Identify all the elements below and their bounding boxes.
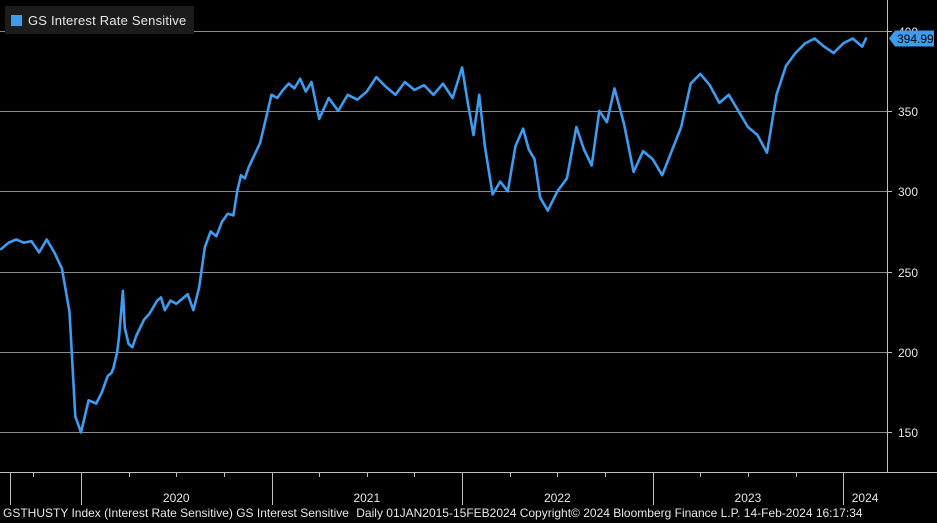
x-tick-label-2024: 2024 — [852, 491, 879, 505]
last-value-tag — [889, 30, 934, 47]
chart-footer: GSTHUSTY Index (Interest Rate Sensitive)… — [3, 506, 937, 520]
y-tick-label-150: 150 — [898, 426, 918, 440]
footer-info: Daily 01JAN2015-15FEB2024 Copyright© 202… — [356, 506, 863, 520]
x-tick-label-2020: 2020 — [163, 491, 190, 505]
y-tick-label-200: 200 — [898, 346, 918, 360]
x-tick-label-2023: 2023 — [735, 491, 762, 505]
legend-label: GS Interest Rate Sensitive — [28, 12, 187, 28]
footer-ticker: GSTHUSTY Index (Interest Rate Sensitive)… — [3, 506, 349, 520]
x-axis: 2020 2021 2022 2023 2024 — [0, 472, 937, 505]
series-layer — [0, 37, 868, 434]
x-tick-label-2022: 2022 — [544, 491, 571, 505]
last-value-marker: 394.99 — [889, 30, 934, 47]
chart-legend: GS Interest Rate Sensitive — [5, 6, 195, 34]
gridlines — [0, 31, 887, 433]
x-tick-label-2021: 2021 — [353, 491, 380, 505]
y-tick-label-300: 300 — [898, 185, 918, 199]
y-tick-label-350: 350 — [898, 105, 918, 119]
legend-swatch — [11, 14, 22, 26]
y-axis: 150200250300350400 — [887, 0, 918, 472]
last-value-label: 394.99 — [897, 32, 934, 46]
y-tick-label-250: 250 — [898, 266, 918, 280]
series-line-0 — [0, 37, 868, 434]
